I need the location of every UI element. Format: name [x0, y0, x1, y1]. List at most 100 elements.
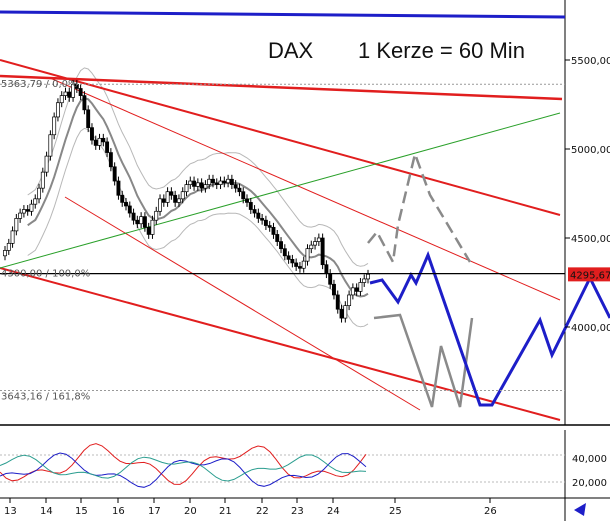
moving-average [27, 96, 369, 298]
candle-body [305, 248, 310, 262]
candle-body [275, 234, 280, 242]
candle-body [101, 137, 106, 143]
red-resistance-line [0, 74, 563, 101]
candle-body [195, 182, 200, 187]
candle-body [142, 216, 147, 228]
gray-solid-forecast [373, 313, 474, 408]
candle-body [290, 259, 295, 264]
candle-body [173, 194, 178, 203]
fib-label: 4300,00 / 100,0% [1, 269, 90, 280]
candle-body [93, 139, 98, 146]
candle-body [328, 273, 333, 285]
candle-body [33, 198, 38, 205]
candle-body [332, 283, 336, 296]
candle-body [55, 102, 60, 118]
candle-body [339, 308, 344, 319]
candle-body [97, 137, 102, 146]
candle-body [222, 180, 227, 184]
last-price-label: 4295,67 [570, 270, 610, 281]
bollinger-bands [27, 67, 369, 328]
candle-body [86, 109, 91, 128]
candle-body [59, 95, 64, 104]
x-tick-label: 22 [256, 506, 269, 517]
candle-body [248, 202, 253, 210]
oscillator-panel: 40,000 20,000 [0, 443, 607, 489]
chart-title-right: 1 Kerze = 60 Min [358, 38, 525, 63]
fibonacci-levels: 5363,79 / 0,0% 4300,00 / 100,0% 3643,16 / … [0, 79, 565, 403]
candle-body [127, 205, 132, 214]
candle-body [78, 88, 83, 96]
trend-lines [0, 10, 566, 421]
candle-body [313, 241, 318, 246]
candle-body [154, 210, 159, 221]
x-tick-label: 25 [389, 506, 402, 517]
candle-body [214, 182, 219, 185]
osc-tick-label: 40,000 [572, 454, 607, 465]
candle-body [271, 226, 276, 235]
candle-body [14, 218, 19, 232]
red-channel-middle [49, 77, 561, 301]
candle-body [192, 180, 197, 187]
candle-body [18, 212, 23, 219]
fib-label: 5363,79 / 0,0% [1, 79, 77, 90]
candle-body [260, 218, 265, 221]
x-tick-label: 26 [484, 506, 497, 517]
candle-body [226, 178, 231, 184]
candle-body [362, 278, 367, 283]
candle-body [146, 226, 151, 235]
osc-teal-line [0, 454, 367, 482]
candle-body [211, 178, 215, 184]
candle-body [48, 134, 53, 157]
candle-body [10, 230, 15, 244]
x-tick-label: 16 [112, 506, 125, 517]
x-tick-label: 20 [184, 506, 197, 517]
lower-band [27, 127, 369, 328]
candle-body [150, 219, 155, 235]
gray-dashed-forecast [367, 149, 472, 267]
candles [3, 79, 370, 323]
last-price-badge [568, 267, 610, 282]
candle-body [139, 216, 144, 225]
x-tick-label: 15 [75, 506, 88, 517]
candle-body [135, 219, 140, 225]
chart-title-left: DAX [268, 38, 314, 63]
candle-body [63, 91, 68, 96]
candle-body [67, 91, 72, 98]
candle-body [218, 180, 223, 185]
candle-body [29, 203, 34, 212]
candle-body [256, 212, 261, 219]
candle-body [165, 191, 170, 203]
axis-labels: 5500,00 5000,00 4500,00 4000,00 13 14 15 16 17 20… [4, 56, 610, 517]
candle-body [25, 209, 30, 212]
candle-body [180, 191, 185, 200]
candle-body [301, 260, 306, 269]
y-tick-label: 5000,00 [571, 145, 610, 156]
candle-body [350, 287, 355, 296]
candle-body [52, 116, 57, 136]
candle-body [6, 242, 11, 251]
candle-body [124, 202, 128, 207]
cursor-arrow-icon[interactable] [574, 503, 586, 516]
x-tick-label: 14 [40, 506, 53, 517]
red-channel-inner [64, 196, 421, 411]
ma-line [27, 96, 369, 298]
candle-body [282, 248, 287, 257]
candle-body [161, 198, 166, 203]
candle-body [203, 184, 208, 189]
top-blue-trendline [0, 10, 566, 19]
candle-body [347, 294, 352, 306]
x-tick-label: 23 [291, 506, 304, 517]
candle-body [169, 191, 174, 196]
candle-body [358, 282, 363, 292]
candle-body [105, 141, 110, 153]
candle-body [131, 212, 136, 221]
red-channel-upper [0, 59, 561, 216]
candle-body [188, 180, 193, 185]
candle-body [108, 152, 113, 168]
osc-blue-line [0, 452, 367, 488]
candle-body [354, 287, 359, 292]
candle-body [40, 171, 45, 189]
candle-body [207, 178, 212, 185]
